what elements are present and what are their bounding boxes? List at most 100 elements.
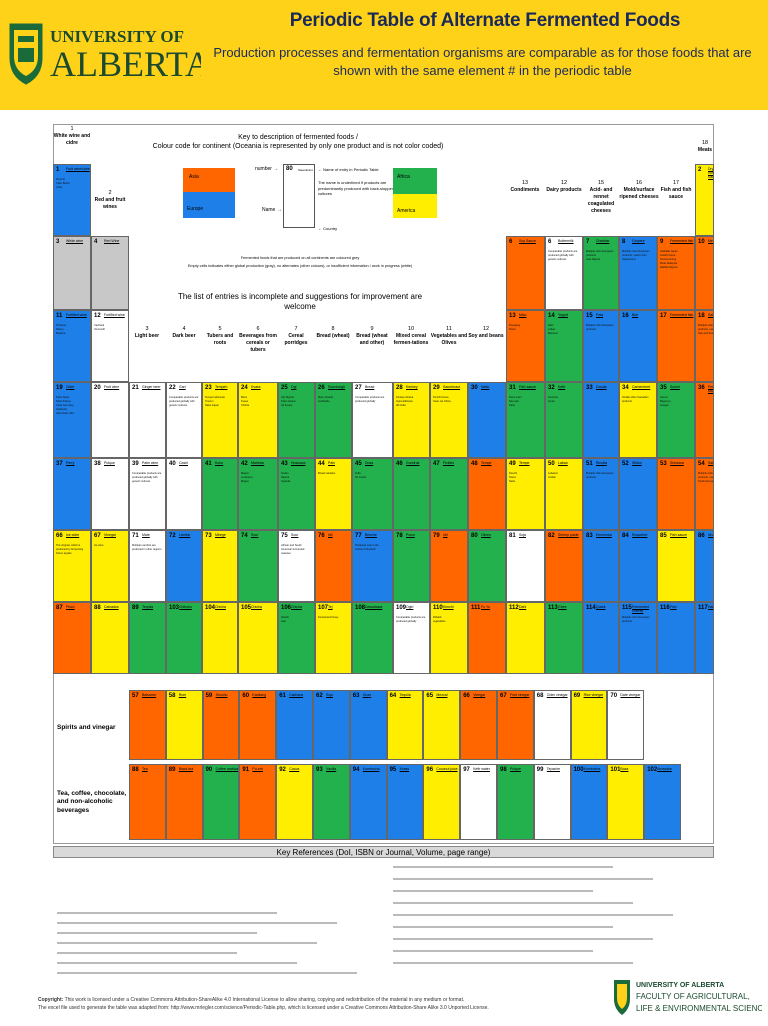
element-name: Natto xyxy=(481,385,490,389)
element-name: Gruyere xyxy=(632,239,645,243)
element-cell: 28 Kenkey Kenkey Ghana Injera Ethiopia Idli … xyxy=(393,382,430,458)
faculty-logo: UNIVERSITY OF ALBERTA FACULTY OF AGRICUL… xyxy=(612,977,768,1021)
element-line: Comparable products are xyxy=(355,396,385,399)
group-18-label: 18 Meats xyxy=(697,140,713,153)
element-name: Olives xyxy=(481,533,491,537)
element-name: Pulque xyxy=(104,461,115,465)
group-12-label: 12 Soy and beans xyxy=(468,326,504,339)
element-number: 30 xyxy=(471,385,478,391)
element-number: 21 xyxy=(132,385,139,391)
element-cell: 111 Fu Yu xyxy=(468,602,506,674)
element-name: Ricotta xyxy=(596,461,607,465)
element-cell: 15 Feta Multiple other European products xyxy=(583,310,619,382)
group-5-label: 5 Tubers and roots xyxy=(206,326,234,346)
element-line: Vermouth xyxy=(94,328,106,331)
element-number: 98 xyxy=(500,767,507,773)
element-line: Italy and South Europe xyxy=(698,332,714,335)
element-number: 70 xyxy=(610,693,618,699)
element-cell: 37 Perry xyxy=(53,458,91,530)
element-name: Shiokara xyxy=(670,461,684,465)
element-cell: 18Salami Multiple other Europeanproducts,… xyxy=(695,310,714,382)
element-line: Multiple other European xyxy=(586,324,614,327)
element-name: Tequila xyxy=(142,605,154,609)
element-cell: 41 Kunu xyxy=(202,458,238,530)
element-name: Fermented fish xyxy=(670,239,694,243)
element-name: Cachaca xyxy=(289,693,304,697)
element-name: Sauerkraut xyxy=(443,385,461,389)
element-name: Gari xyxy=(179,385,186,389)
element-line: Idli India xyxy=(396,404,406,407)
reference-line xyxy=(57,962,297,964)
element-number: 41 xyxy=(205,461,212,467)
element-line: Sidra Spain xyxy=(56,396,70,399)
element-name: Yogurt xyxy=(558,313,568,317)
element-name: Gundruk xyxy=(406,461,420,465)
key-empty-note: Empty cells indicates either global prod… xyxy=(187,264,413,268)
element-name: Miso xyxy=(519,313,527,317)
element-number: 80 xyxy=(471,533,478,539)
reference-line xyxy=(393,890,593,892)
element-line: frozen apples xyxy=(56,552,72,555)
element-line: Budu Malaysia xyxy=(660,262,678,265)
element-cell: 39 Palm wine Comparable products are produc… xyxy=(129,458,166,530)
incomplete-note: The list of entries is incomplete and su… xyxy=(177,292,423,312)
key-america: America xyxy=(393,194,437,218)
element-number: 84 xyxy=(622,533,629,539)
element-cell: 79 Idli xyxy=(430,530,468,602)
element-name: Kenkey xyxy=(406,385,418,389)
element-line: South Europe xyxy=(698,480,714,483)
element-line: Laban xyxy=(548,328,556,331)
element-number: 105 xyxy=(241,605,252,611)
element-number: 6 xyxy=(548,239,552,245)
element-number: 38 xyxy=(94,461,101,467)
element-line: products, mainly from xyxy=(622,254,647,257)
element-number: 104 xyxy=(205,605,216,611)
element-cell: 22 Gari Comparable products are produced gl… xyxy=(166,382,202,458)
element-line: African and South xyxy=(281,544,302,547)
element-number: 1 xyxy=(56,167,60,173)
element-name: Meat xyxy=(708,239,713,243)
element-number: 40 xyxy=(169,461,176,467)
element-number: 26 xyxy=(318,385,325,391)
element-cell: 76 Idli xyxy=(315,530,352,602)
bottom-element-cell: 69 Rice vinegar xyxy=(570,690,608,760)
element-cell: 53 Shiokara xyxy=(657,458,695,530)
element-line: Comparable products are xyxy=(169,396,199,399)
element-number: 29 xyxy=(433,385,440,391)
element-number: 27 xyxy=(355,385,362,391)
element-name: Vinegar xyxy=(104,533,117,537)
element-name: Emmental xyxy=(596,533,612,537)
element-name: Date vinegar xyxy=(620,693,641,697)
element-name: Kvass xyxy=(399,767,410,771)
element-number: 113 xyxy=(548,605,558,611)
bottom-element-cell: 63 Ouzo xyxy=(349,690,387,760)
element-number: 58 xyxy=(168,693,176,699)
element-number: 54 xyxy=(698,461,705,467)
element-line: Tempe Indonesia xyxy=(205,396,225,399)
element-line: American fermented xyxy=(281,548,305,551)
element-number: 88 xyxy=(132,767,139,773)
element-cell: 6 Soy Sauce xyxy=(506,236,545,310)
key-title-line1: Key to description of fermented foods / xyxy=(238,134,358,141)
element-number: 43 xyxy=(281,461,288,467)
element-number: 66 xyxy=(463,693,470,699)
element-name: Dry-cured Sausage xyxy=(708,167,714,180)
element-name: Idli xyxy=(443,533,448,537)
element-line: produced globally with xyxy=(132,476,158,479)
bottom-element-cell: 65 Mezcal xyxy=(423,690,461,760)
element-number: 71 xyxy=(132,533,139,539)
element-number: 95 xyxy=(389,767,397,773)
excel-source-text: The excel file used to generate the tabl… xyxy=(38,1005,489,1011)
element-name: Pickles xyxy=(443,461,455,465)
element-name: Kombucha xyxy=(362,767,380,771)
element-line: Ice wine xyxy=(94,544,104,547)
key-asia: Asia xyxy=(183,168,235,192)
bottom-element-cell: 91 Pu-erh xyxy=(239,764,277,840)
element-cell: 25 Ogi Ogi Nigeria Koko Ghana Uji Kenya xyxy=(278,382,315,458)
group-13-label: 13 Condiments xyxy=(510,180,540,193)
bottom-element-cell: 98 Pulque xyxy=(497,764,534,840)
element-number: 86 xyxy=(698,533,705,539)
element-line: Portwine xyxy=(56,324,67,327)
element-number: 72 xyxy=(169,533,176,539)
element-cell: 7 Cheddar Multiple other European products A… xyxy=(583,236,619,310)
